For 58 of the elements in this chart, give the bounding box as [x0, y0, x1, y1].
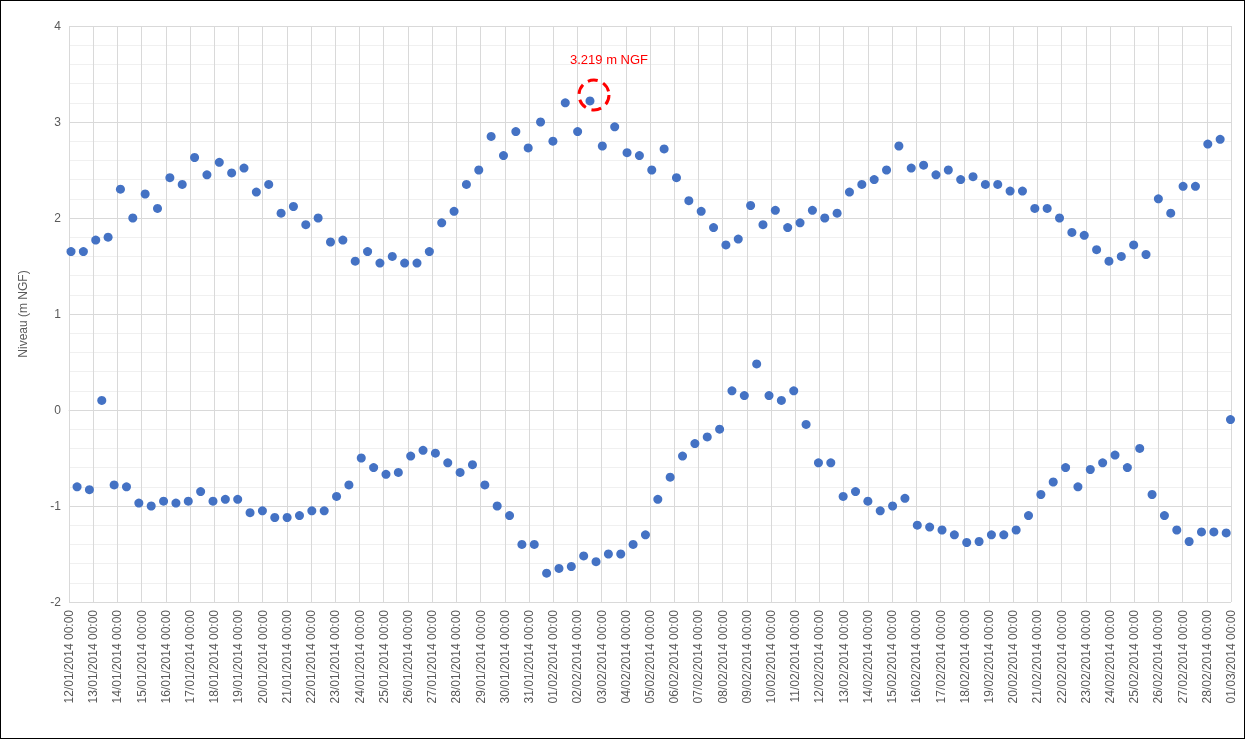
x-tick-label: 07/02/2014 00:00: [691, 609, 706, 704]
y-tick-label: 4: [54, 19, 62, 33]
x-tick-label: 09/02/2014 00:00: [739, 609, 754, 704]
x-tick-label: 17/02/2014 00:00: [933, 609, 948, 704]
x-tick-label: 12/02/2014 00:00: [812, 609, 827, 704]
x-tick-label: 19/01/2014 00:00: [231, 609, 246, 704]
x-tick-label: 28/02/2014 00:00: [1199, 609, 1214, 704]
x-tick-label: 04/02/2014 00:00: [618, 609, 633, 704]
annotation: 3.219 m NGF: [569, 51, 649, 67]
x-tick-label: 25/01/2014 00:00: [376, 609, 391, 704]
x-tick-label: 19/02/2014 00:00: [981, 609, 996, 704]
x-tick-label: 26/02/2014 00:00: [1151, 609, 1166, 704]
x-tick-label: 21/02/2014 00:00: [1030, 609, 1045, 704]
x-tick-label: 24/02/2014 00:00: [1102, 609, 1117, 704]
x-tick-label: 03/02/2014 00:00: [594, 609, 609, 704]
x-tick-label: 16/02/2014 00:00: [909, 609, 924, 704]
x-tick-label: 31/01/2014 00:00: [521, 609, 536, 704]
y-tick-label: 2: [54, 211, 62, 225]
x-tick-label: 24/01/2014 00:00: [352, 609, 367, 704]
x-tick-label: 10/02/2014 00:00: [764, 609, 779, 704]
y-axis-title: Niveau (m NGF): [16, 270, 30, 358]
x-tick-label: 28/01/2014 00:00: [449, 609, 464, 704]
x-tick-label: 16/01/2014 00:00: [158, 609, 173, 704]
y-tick-label: 3: [54, 115, 62, 129]
x-tick-label: 17/01/2014 00:00: [183, 609, 198, 704]
y-tick-label: 0: [54, 403, 62, 417]
x-tick-label: 06/02/2014 00:00: [667, 609, 682, 704]
y-tick-label: 1: [54, 307, 62, 321]
x-tick-label: 25/02/2014 00:00: [1127, 609, 1142, 704]
x-tick-label: 23/01/2014 00:00: [328, 609, 343, 704]
x-tick-label: 18/02/2014 00:00: [957, 609, 972, 704]
x-tick-label: 20/02/2014 00:00: [1006, 609, 1021, 704]
x-tick-label: 30/01/2014 00:00: [497, 609, 512, 704]
x-tick-label: 21/01/2014 00:00: [279, 609, 294, 704]
x-tick-label: 27/01/2014 00:00: [425, 609, 440, 704]
x-tick-label: 27/02/2014 00:00: [1175, 609, 1190, 704]
x-tick-label: 13/01/2014 00:00: [86, 609, 101, 704]
x-tick-label: 01/02/2014 00:00: [546, 609, 561, 704]
x-tick-label: 26/01/2014 00:00: [400, 609, 415, 704]
x-tick-label: 29/01/2014 00:00: [473, 609, 488, 704]
y-tick-label: -1: [50, 499, 62, 513]
x-tick-label: 02/02/2014 00:00: [570, 609, 585, 704]
y-tick-label: -2: [50, 595, 62, 609]
x-tick-label: 13/02/2014 00:00: [836, 609, 851, 704]
x-tick-label: 22/02/2014 00:00: [1054, 609, 1069, 704]
x-tick-label: 18/01/2014 00:00: [207, 609, 222, 704]
x-tick-label: 15/02/2014 00:00: [885, 609, 900, 704]
x-tick-label: 08/02/2014 00:00: [715, 609, 730, 704]
x-tick-label: 11/02/2014 00:00: [788, 609, 803, 703]
x-tick-label: 20/01/2014 00:00: [255, 609, 270, 704]
x-tick-label: 12/01/2014 00:00: [62, 609, 76, 704]
x-tick-label: 23/02/2014 00:00: [1078, 609, 1093, 704]
x-tick-label: 14/01/2014 00:00: [110, 609, 125, 704]
x-tick-label: 22/01/2014 00:00: [304, 609, 319, 704]
x-tick-label: 15/01/2014 00:00: [134, 609, 149, 704]
x-tick-label: 01/03/2014 00:00: [1224, 609, 1238, 704]
x-tick-label: 14/02/2014 00:00: [860, 609, 875, 704]
x-tick-label: 05/02/2014 00:00: [643, 609, 657, 704]
